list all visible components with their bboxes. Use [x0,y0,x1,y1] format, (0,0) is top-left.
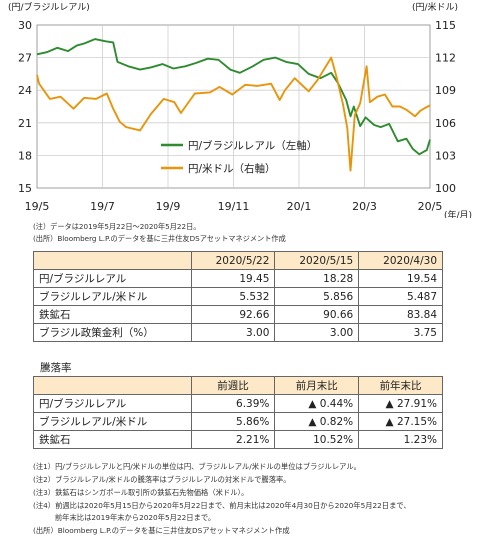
x-tick-label: 19/9 [156,200,181,213]
table-header-cell: 2020/5/22 [190,251,276,270]
y-right-tick-label: 106 [435,117,456,130]
footnote: (注3）鉄鉱石はシンガポール取引所の鉄鉱石先物価格（米ドル）。 [33,488,249,497]
y-right-tick-label: 100 [435,182,456,195]
x-tick-label: 19/7 [90,200,115,213]
row-label: ブラジル政策金利（%） [33,323,192,342]
y-left-tick-label: 21 [18,117,32,130]
y-right-tick-label: 112 [435,52,456,65]
y-left-axis-label: (円/ブラジルレアル) [8,1,90,13]
table-header-cell: 前週比 [190,376,276,395]
chart-note: (注）データは2019年5月22日～2020年5月22日。 [33,222,201,231]
chart-source: (出所）Bloomberg L.P.のデータを基に三井住友DSアセットマネジメン… [33,234,286,243]
row-label: ブラジルレアル/米ドル [33,412,192,431]
fx-line-chart: 30 115 27 112 24 109 21 106 18 103 15 100 19/5 19/7 19… [0,0,486,221]
table-cell: 92.66 [190,305,276,324]
row-label: 円/ブラジルレアル [33,394,192,413]
table-header-cell: 前月末比 [274,376,360,395]
table-row: ブラジルレアル/米ドル 5.86% ▲ 0.82% ▲ 27.15% [33,412,443,431]
market-data-table: 2020/5/22 2020/5/15 2020/4/30 円/ブラジルレアル … [33,251,443,342]
table-cell: ▲ 0.44% [274,394,360,413]
table-header-row: 前週比 前月末比 前年末比 [33,376,443,395]
footnote: (注2）ブラジルレアル/米ドルの騰落率はブラジルレアルの対米ドルで騰落率。 [33,475,291,484]
x-tick-label: 19/5 [25,200,50,213]
table-row: 鉄鉱石 92.66 90.66 83.84 [33,305,443,324]
table-row: 鉄鉱石 2.21% 10.52% 1.23% [33,430,443,449]
row-label: ブラジルレアル/米ドル [33,287,192,306]
table-cell: 18.28 [274,269,360,288]
table-cell: 1.23% [358,430,443,449]
y-right-tick-label: 103 [435,149,456,162]
table-cell: 90.66 [274,305,360,324]
table-cell: ▲ 0.82% [274,412,360,431]
table-row: ブラジルレアル/米ドル 5.532 5.856 5.487 [33,287,443,306]
row-label: 円/ブラジルレアル [33,269,192,288]
table-header-cell: 2020/5/15 [274,251,360,270]
y-left-tick-label: 18 [18,149,32,162]
x-tick-label: 20/5 [418,200,443,213]
table-cell: 5.86% [190,412,276,431]
table-header-blank [33,251,192,270]
table-cell: 5.487 [358,287,443,306]
x-tick-label: 19/11 [218,200,250,213]
table-cell: ▲ 27.91% [358,394,443,413]
x-axis-unit-label: (年/月) [444,209,472,218]
change-rate-table: 前週比 前月末比 前年末比 円/ブラジルレアル 6.39% ▲ 0.44% ▲ … [33,376,443,449]
series-line-usd-jpy [36,56,431,172]
table-cell: ▲ 27.15% [358,412,443,431]
table-cell: 3.00 [190,323,276,342]
footnote: (注4）前週比は2020年5月15日から2020年5月22日まで、前月末比は20… [33,501,411,510]
legend-label-brl: 円/ブラジルレアル（左軸） [188,139,317,152]
table-row: ブラジル政策金利（%） 3.00 3.00 3.75 [33,323,443,342]
table-header-row: 2020/5/22 2020/5/15 2020/4/30 [33,251,443,270]
y-left-tick-label: 15 [18,182,32,195]
footnote: 前年末比は2019年末から2020年5月22日まで。 [33,513,216,522]
y-right-axis-label: (円/米ドル) [412,1,458,13]
table-cell: 83.84 [358,305,443,324]
row-label: 鉄鉱石 [33,430,192,449]
table-cell: 3.00 [274,323,360,342]
table-cell: 19.45 [190,269,276,288]
table-cell: 5.532 [190,287,276,306]
x-tick-label: 20/1 [287,200,312,213]
x-tick-label: 20/3 [352,200,377,213]
table-cell: 2.21% [190,430,276,449]
y-right-tick-label: 109 [435,84,456,97]
change-table-caption: 騰落率 [40,362,72,374]
legend-label-usd: 円/米ドル（右軸） [188,162,276,175]
y-left-tick-label: 27 [18,52,32,65]
series-line-brl-jpy [36,38,431,156]
table-header-cell: 2020/4/30 [358,251,443,270]
table-row: 円/ブラジルレアル 6.39% ▲ 0.44% ▲ 27.91% [33,394,443,413]
footnote: (出所）Bloomberg L.P.のデータを基に三井住友DSアセットマネジメン… [33,526,290,535]
table-cell: 6.39% [190,394,276,413]
table-cell: 19.54 [358,269,443,288]
table-header-blank [33,376,192,395]
row-label: 鉄鉱石 [33,305,192,324]
y-right-tick-label: 115 [435,19,456,32]
table-cell: 3.75 [358,323,443,342]
y-left-tick-label: 30 [18,19,32,32]
table-cell: 5.856 [274,287,360,306]
table-header-cell: 前年末比 [358,376,443,395]
footnote: (注1）円/ブラジルレアルと円/米ドルの単位は円、ブラジルレアル/米ドルの単位は… [33,462,361,471]
y-left-tick-label: 24 [18,84,32,97]
table-cell: 10.52% [274,430,360,449]
table-row: 円/ブラジルレアル 19.45 18.28 19.54 [33,269,443,288]
